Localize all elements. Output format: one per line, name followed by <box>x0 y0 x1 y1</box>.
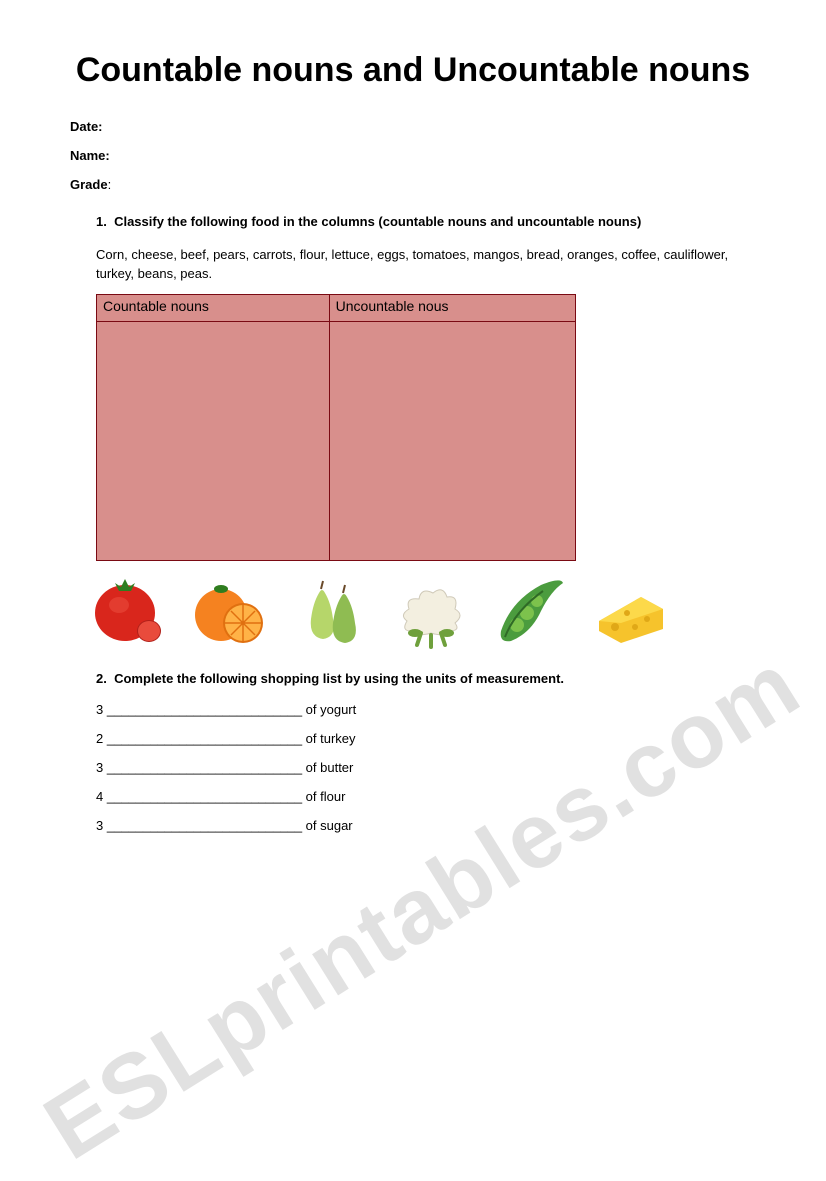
name-field: Name: <box>70 148 756 163</box>
page-title: Countable nouns and Uncountable nouns <box>70 50 756 91</box>
shopping-item[interactable]: 3 ___________________________ of yogurt <box>96 702 756 717</box>
shopping-item[interactable]: 4 ___________________________ of flour <box>96 789 756 804</box>
table-cell-uncountable[interactable] <box>329 321 575 560</box>
tomato-icon <box>90 571 172 649</box>
cauliflower-icon <box>390 571 472 649</box>
shopping-item[interactable]: 3 ___________________________ of butter <box>96 760 756 775</box>
shopping-item[interactable]: 2 ___________________________ of turkey <box>96 731 756 746</box>
worksheet-page: Countable nouns and Uncountable nouns Da… <box>0 0 826 887</box>
question-2-instruction: 2. Complete the following shopping list … <box>96 671 756 686</box>
question-1-instruction: 1. Classify the following food in the co… <box>96 214 756 229</box>
table-cell-countable[interactable] <box>97 321 330 560</box>
shopping-item[interactable]: 3 ___________________________ of sugar <box>96 818 756 833</box>
grade-field: Grade: <box>70 177 756 192</box>
food-word-list: Corn, cheese, beef, pears, carrots, flou… <box>96 245 756 284</box>
date-field: Date: <box>70 119 756 134</box>
pears-icon <box>290 571 372 649</box>
classification-table: Countable nouns Uncountable nous <box>96 294 576 561</box>
table-header-countable: Countable nouns <box>97 294 330 321</box>
orange-icon <box>190 571 272 649</box>
food-images-row <box>90 571 756 649</box>
peas-icon <box>490 571 572 649</box>
cheese-icon <box>590 571 672 649</box>
table-header-uncountable: Uncountable nous <box>329 294 575 321</box>
shopping-list: 3 ___________________________ of yogurt 2… <box>70 702 756 833</box>
